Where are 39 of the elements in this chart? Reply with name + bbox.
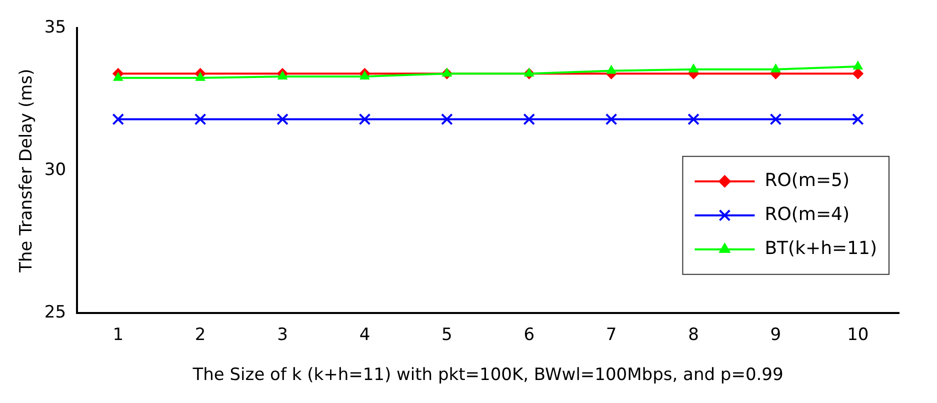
y-tick-label: 30 [44,160,66,180]
point [770,64,781,72]
x-tick-label: 9 [770,324,782,345]
point [360,70,370,80]
point [358,113,371,126]
point [605,113,618,126]
y-tick-label: 25 [44,302,66,323]
point [606,65,616,74]
point [194,113,206,126]
point [688,64,698,72]
point [524,68,534,77]
x-tick-label: 4 [359,324,370,345]
point [112,113,124,126]
point [440,113,453,126]
legend-label: BT(k+h=11) [764,238,878,260]
x-tick-label: 7 [606,324,617,345]
point [853,61,863,70]
point [276,113,288,126]
x-tick-label: 8 [688,324,699,345]
point [688,113,700,126]
y-axis-title: The Transfer Delay (ms) [16,68,37,274]
point [278,70,288,80]
point [442,68,452,77]
point [770,113,782,126]
x-tick-label: 10 [847,324,869,345]
x-axis-title: The Size of k (k+h=11) with pkt=100K, BWwl=100Mbps, and p=0.99 [192,365,784,386]
x-tick-label: 6 [524,324,535,345]
x-tick-label: 2 [194,324,206,345]
x-tick-label: 1 [112,324,124,345]
point [523,113,536,126]
point [113,72,123,81]
point [852,68,864,80]
point [852,113,864,126]
legend-label: RO(m=4) [764,204,850,226]
y-tick-label: 35 [44,17,66,38]
x-tick-label: 5 [442,324,452,345]
point [195,72,206,81]
x-tick-label: 3 [277,324,288,345]
legend-label: RO(m=5) [764,170,850,192]
